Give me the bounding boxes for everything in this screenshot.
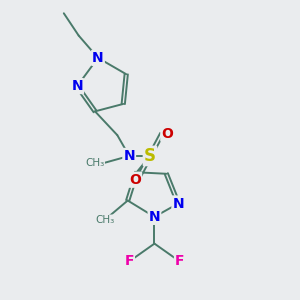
Text: O: O: [161, 127, 173, 141]
Text: CH₃: CH₃: [96, 215, 115, 225]
Text: N: N: [123, 149, 135, 163]
Text: N: N: [71, 79, 83, 93]
Text: S: S: [144, 147, 156, 165]
Text: O: O: [129, 173, 141, 187]
Text: CH₃: CH₃: [85, 158, 105, 168]
Text: N: N: [92, 51, 104, 65]
Text: F: F: [124, 254, 134, 268]
Text: F: F: [175, 254, 184, 268]
Text: N: N: [148, 210, 160, 224]
Text: N: N: [172, 196, 184, 211]
